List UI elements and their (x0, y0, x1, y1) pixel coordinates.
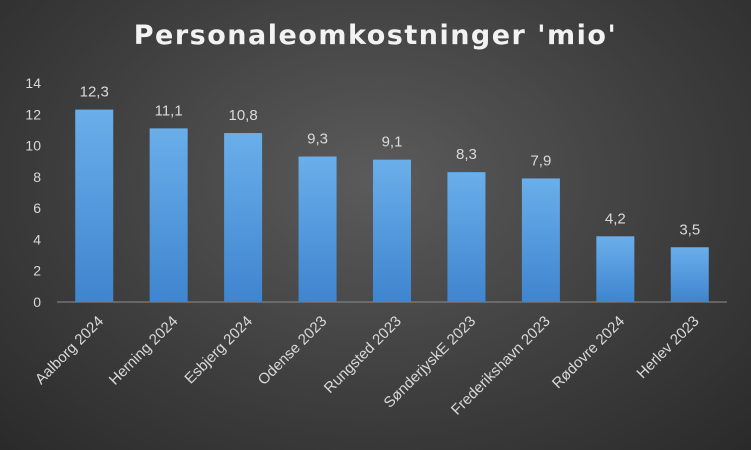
category-label: Rungsted 2023 (321, 313, 405, 397)
chart-title: Personaleomkostninger 'mio' (133, 20, 618, 51)
bar (75, 109, 114, 302)
category-label: Odense 2023 (255, 313, 331, 389)
data-label: 7,9 (530, 152, 551, 169)
bar (298, 156, 337, 302)
data-label: 11,1 (155, 102, 183, 119)
data-label: 8,3 (456, 146, 477, 163)
data-label: 9,1 (382, 134, 403, 151)
bar (373, 159, 411, 302)
bar (149, 128, 188, 302)
bar (521, 178, 560, 302)
y-tick-label: 10 (25, 138, 41, 154)
category-label: Herlev 2023 (633, 313, 702, 382)
y-tick-label: 12 (25, 106, 41, 122)
y-tick-label: 8 (33, 169, 41, 185)
y-tick-label: 0 (33, 294, 41, 310)
category-label: Rødovre 2024 (549, 313, 628, 392)
data-label: 12,3 (80, 84, 109, 101)
y-tick-label: 4 (33, 231, 41, 247)
bar (224, 133, 263, 302)
data-label: 3,5 (679, 221, 700, 238)
bar-layer (75, 109, 709, 302)
category-label: Herning 2024 (106, 313, 182, 389)
data-label: 9,3 (307, 131, 328, 148)
data-label: 4,2 (605, 210, 626, 227)
data-label: 10,8 (229, 107, 258, 124)
category-label: Aalborg 2024 (32, 313, 107, 388)
bar (447, 172, 486, 302)
y-tick-label: 2 (33, 263, 41, 279)
y-tick-label: 6 (33, 200, 41, 216)
category-label: Esbjerg 2024 (181, 313, 256, 388)
bar (596, 236, 635, 302)
y-tick-label: 14 (25, 75, 41, 91)
bar (670, 247, 709, 302)
